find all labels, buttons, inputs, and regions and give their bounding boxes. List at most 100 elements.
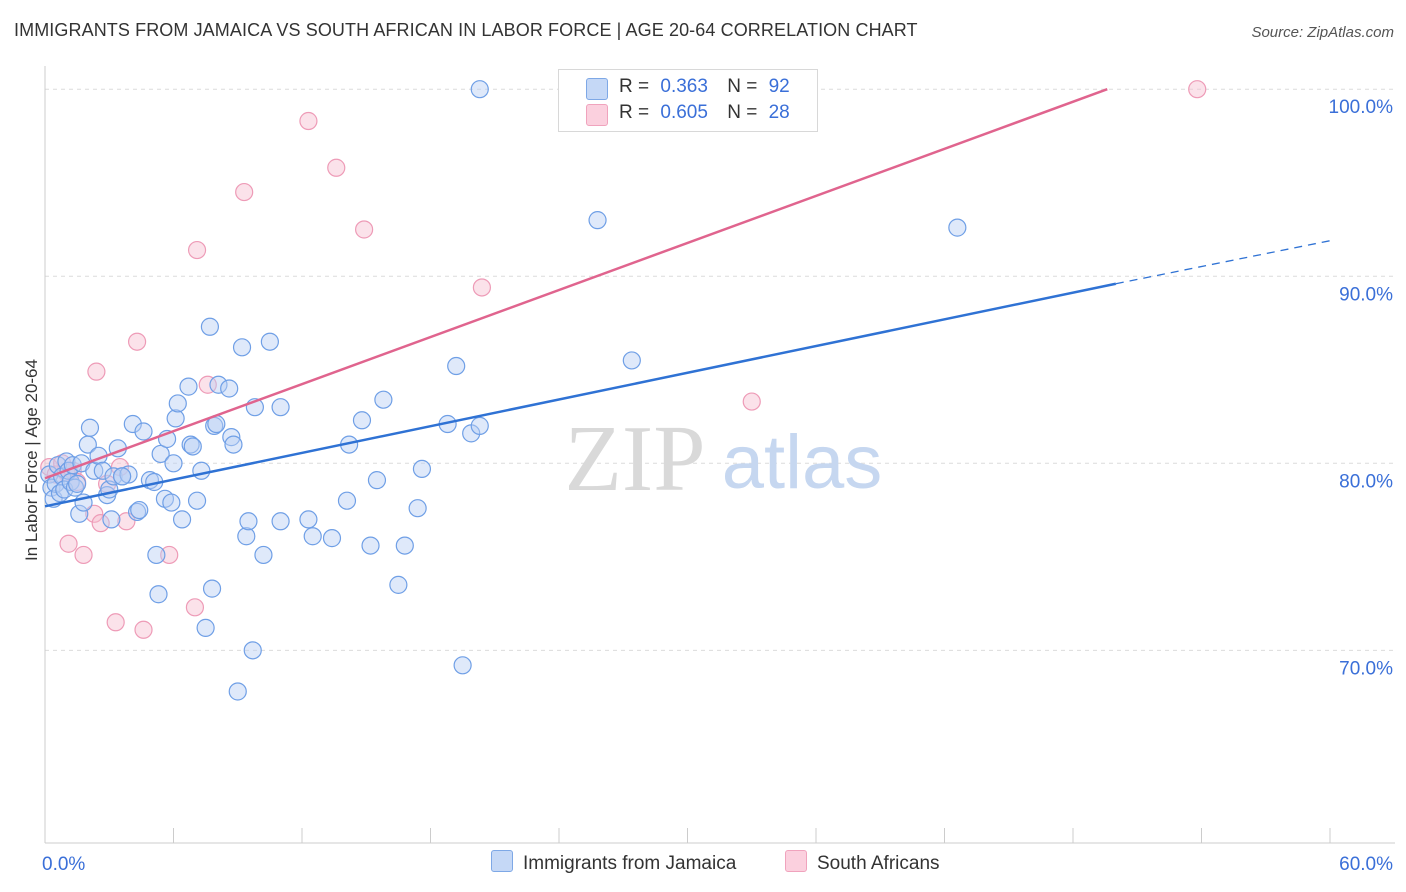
data-point-jamaica [172,510,192,529]
data-point-jamaica [209,375,228,394]
data-point-jamaica [243,641,262,660]
data-point-jamaica [200,317,220,336]
data-point-south-africans [299,111,318,131]
y-tick-label: 100.0% [1329,97,1394,118]
data-point-jamaica [232,338,252,357]
data-point-jamaica [123,414,142,434]
legend-text-south-africans: R = 0.605 N = 28 [619,102,790,124]
data-point-jamaica [271,512,290,531]
x-tick-label: 60.0% [1339,854,1393,875]
legend-item-south-africans: South Africans [785,850,940,875]
trend-lines [44,88,1331,508]
data-point-jamaica [149,585,168,604]
data-point-south-africans [235,182,254,202]
data-point-jamaica [80,418,100,437]
data-point-jamaica [374,390,393,409]
legend-swatch-blue [491,850,513,872]
correlation-legend: R = 0.363 N = 92 R = 0.605 N = 28 [558,69,818,132]
n-value: 28 [768,102,790,123]
data-point-south-africans [74,545,93,565]
legend-text-jamaica: R = 0.363 N = 92 [619,76,790,98]
data-point-jamaica [271,398,290,417]
axes [44,66,1395,844]
data-point-jamaica [70,504,89,523]
r-label: R = [619,102,650,123]
data-point-jamaica [93,461,112,480]
data-point-jamaica [412,459,432,479]
data-point-jamaica [237,527,256,546]
legend-item-jamaica: Immigrants from Jamaica [491,850,736,875]
data-point-jamaica [168,394,187,413]
data-point-jamaica [622,351,641,370]
legend-label-south-africans: South Africans [817,853,940,874]
data-point-jamaica [260,332,279,351]
data-point-south-africans [742,392,761,411]
trend-line-jamaica [44,282,1117,508]
data-point-jamaica [162,493,181,512]
data-point-jamaica [408,499,427,518]
data-point-jamaica [151,444,170,464]
y-tick-labels: 70.0% 80.0% 90.0% 100.0% [1329,97,1394,679]
data-point-jamaica [322,529,342,548]
legend-swatch-blue [586,78,608,100]
trend-line-south-africans [44,88,1108,480]
data-point-jamaica [948,218,967,237]
data-point-jamaica [192,461,211,480]
data-point-jamaica [228,682,247,701]
data-point-jamaica [361,536,380,555]
legend-label-jamaica: Immigrants from Jamaica [523,853,737,874]
data-point-jamaica [395,536,414,555]
data-point-south-africans [355,220,374,239]
source-label: Source: ZipAtlas.com [1251,24,1394,41]
r-value: 0.363 [660,76,708,97]
data-point-jamaica [224,435,243,454]
data-point-jamaica [119,465,138,484]
data-point-jamaica [134,422,153,441]
legend-swatch-pink [785,850,807,872]
data-point-jamaica [389,575,408,594]
data-point-jamaica [164,454,183,473]
data-point-jamaica [187,491,207,510]
data-point-jamaica [470,416,489,435]
chart-title: IMMIGRANTS FROM JAMAICA VS SOUTH AFRICAN… [14,20,918,40]
data-point-south-africans [160,545,179,565]
watermark-atlas: atlas [722,420,883,505]
data-point-jamaica [147,545,166,565]
data-point-south-africans [472,278,491,297]
data-point-jamaica [68,474,87,493]
data-point-jamaica [447,356,466,376]
n-label: N = [727,102,758,123]
series-jamaica-points [40,80,967,701]
data-point-south-africans [59,534,78,553]
x-tick-label: 0.0% [42,854,85,875]
data-point-jamaica [254,545,273,565]
data-point-jamaica [453,656,472,675]
legend-swatch-pink [586,104,608,126]
data-point-south-africans [91,514,110,533]
gridlines [45,88,1395,651]
trend-line-jamaica-extension [1115,240,1331,285]
data-point-jamaica [588,211,607,230]
y-tick-label: 80.0% [1339,471,1393,492]
data-point-jamaica [179,377,198,396]
n-label: N = [727,76,758,97]
y-tick-label: 70.0% [1339,658,1393,679]
data-point-south-africans [185,598,205,617]
data-point-south-africans [127,332,147,351]
r-label: R = [619,76,650,97]
data-point-south-africans [198,375,217,394]
watermark-zip: ZIP [565,407,706,511]
data-point-jamaica [220,379,239,398]
n-value: 92 [768,76,790,97]
data-point-south-africans [1188,80,1207,99]
data-point-jamaica [196,618,215,637]
series-legend: Immigrants from Jamaica South Africans [0,850,1406,880]
data-point-south-africans [327,158,346,177]
data-point-south-africans [187,240,207,260]
data-point-south-africans [134,620,153,639]
data-point-jamaica [112,467,132,486]
data-point-jamaica [239,512,258,531]
data-point-jamaica [166,409,185,428]
data-point-jamaica [130,500,149,520]
